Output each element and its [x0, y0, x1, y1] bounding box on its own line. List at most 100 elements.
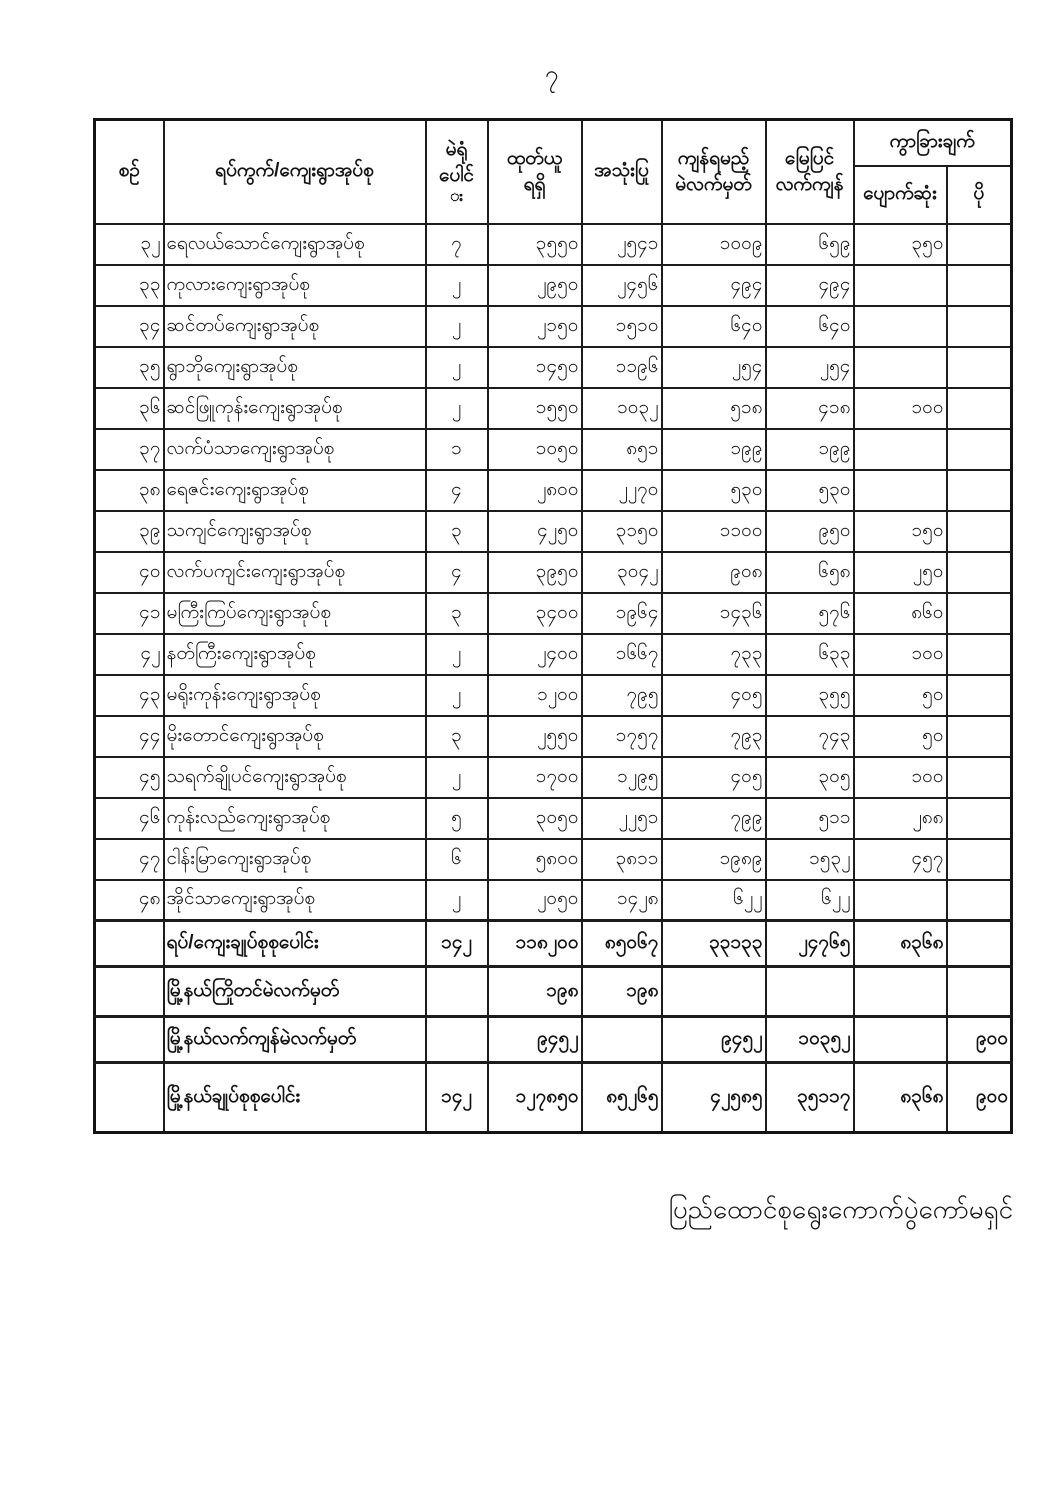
row-used: ၁၅၁၀ — [580, 304, 663, 348]
table-row: ၄၂ နတ်ကြီးကျေးရွာအုပ်စု၂၂၄၀၀ ၁၆၆၇ ၇၃၃ ၆၃၃ ၁၀၀ — [93, 632, 1013, 676]
row-missing — [852, 427, 948, 471]
row-remaining: ၉၀၈ — [660, 550, 767, 594]
row-extra — [945, 755, 1013, 799]
row-missing: ၁၀၀ — [852, 755, 948, 799]
row-ground: ၉၅၀ — [764, 509, 855, 553]
row-remaining: ၄၀၅ — [660, 673, 767, 717]
row-ground: ၅၁၁ — [764, 796, 855, 840]
row-missing: ၅၀ — [852, 673, 948, 717]
row-name: မရိုးကုန်းကျေးရွာအုပ်စု — [162, 673, 427, 717]
ballot-summary-table: စဉ် ရပ်ကွက်/ကျေးရွာအုပ်စု မဲရုံ ပေါင် ◌း… — [93, 118, 1014, 1134]
row-missing: ၂၈၈ — [852, 796, 948, 840]
row-missing — [852, 263, 948, 307]
table-row: ၃၉ သကျင်ကျေးရွာအုပ်စု၃၄၂၅၀ ၃၁၅၀ ၁၁၀၀ ၉၅၀ ၁၅၀ — [93, 509, 1013, 553]
row-remaining: ၂၅၄ — [660, 345, 767, 389]
row-extra — [945, 509, 1013, 553]
row-remaining: ၅၁၈ — [660, 386, 767, 430]
row-used: ၂၄၅၆ — [580, 263, 663, 307]
row-extra — [945, 837, 1013, 881]
row-extra — [945, 304, 1013, 348]
summary-missing: ၈၃၆၈ — [852, 919, 948, 968]
table-row: ၃၇ လက်ပံသာကျေးရွာအုပ်စု၁၁၀၅၀ ၈၅၁ ၁၉၉ ၁၉၉ — [93, 427, 1013, 471]
row-used: ၁၄၂၈ — [580, 878, 663, 922]
summary-ground: ၁၀၃၅၂ — [764, 1015, 855, 1064]
row-missing: ၁၅၀ — [852, 509, 948, 553]
col-header-ward-village: ရပ်ကွက်/ကျေးရွာအုပ်စု — [162, 118, 427, 225]
row-remaining: ၇၉၉ — [660, 796, 767, 840]
row-issued: ၂၈၀၀ — [486, 468, 583, 512]
row-ground: ၆၂၂ — [764, 878, 855, 922]
row-no: ၃၅ — [93, 345, 165, 389]
table-row: ၄၇ ငါန်းမြာကျေးရွာအုပ်စု၆၅၈၀၀ ၃၈၁၁ ၁၉၈၉ ၁၅၃၂… — [93, 837, 1013, 881]
row-stations: ၂ — [424, 755, 489, 799]
row-stations: ၂ — [424, 673, 489, 717]
row-missing — [852, 878, 948, 922]
row-extra — [945, 222, 1013, 266]
summary-stations — [424, 965, 489, 1018]
row-remaining: ၄၀၅ — [660, 755, 767, 799]
row-used: ၁၂၉၅ — [580, 755, 663, 799]
row-remaining: ၁၉၈၉ — [660, 837, 767, 881]
row-no: ၃၂ — [93, 222, 165, 266]
row-name: သရက်ချိုပင်ကျေးရွာအုပ်စု — [162, 755, 427, 799]
row-extra — [945, 714, 1013, 758]
row-no: ၄၃ — [93, 673, 165, 717]
row-name: သကျင်ကျေးရွာအုပ်စု — [162, 509, 427, 553]
row-name: မိုးတောင်ကျေးရွာအုပ်စု — [162, 714, 427, 758]
summary-extra — [945, 965, 1013, 1018]
row-no: ၄၈ — [93, 878, 165, 922]
row-issued: ၁၇၀၀ — [486, 755, 583, 799]
row-used: ၃၁၅၀ — [580, 509, 663, 553]
row-missing: ၁၀၀ — [852, 632, 948, 676]
row-no: ၄၄ — [93, 714, 165, 758]
summary-label: မြို့နယ်လက်ကျန်မဲလက်မှတ် — [162, 1015, 427, 1064]
col-header-missing: ပျောက်ဆုံး — [852, 164, 948, 225]
row-used: ၂၂၇၀ — [580, 468, 663, 512]
row-issued: ၂၄၀၀ — [486, 632, 583, 676]
row-no: ၃၆ — [93, 386, 165, 430]
row-used: ၁၆၆၇ — [580, 632, 663, 676]
summary-stations: ၁၄၂ — [424, 1061, 489, 1134]
row-name: ရေလယ်သောင်ကျေးရွာအုပ်စု — [162, 222, 427, 266]
table-body: ၃၂ ရေလယ်သောင်ကျေးရွာအုပ်စု၇၃၅၅၀ ၂၅၄၁ ၁၀၀၉ ၆၅… — [93, 222, 1013, 1134]
summary-row: မြို့နယ်လက်ကျန်မဲလက်မှတ် ၉၄၅၂ ၉၄၅၂ ၁၀၃၅၂ ၉၀၀ — [93, 1015, 1013, 1064]
row-used: ၂၅၄၁ — [580, 222, 663, 266]
row-name: လက်ပကျင်းကျေးရွာအုပ်စု — [162, 550, 427, 594]
row-used: ၃၈၁၁ — [580, 837, 663, 881]
row-extra — [945, 673, 1013, 717]
row-missing: ၈၆၀ — [852, 591, 948, 635]
summary-label: ရပ်/ကျေးချုပ်စုစုပေါင်း — [162, 919, 427, 968]
row-name: ကုလားကျေးရွာအုပ်စု — [162, 263, 427, 307]
row-extra — [945, 878, 1013, 922]
col-header-polling-stations: မဲရုံ ပေါင် ◌း — [424, 118, 489, 225]
row-issued: ၃၉၅၀ — [486, 550, 583, 594]
row-stations: ၃ — [424, 591, 489, 635]
row-missing: ၁၀၀ — [852, 386, 948, 430]
row-extra — [945, 386, 1013, 430]
row-issued: ၅၈၀၀ — [486, 837, 583, 881]
row-issued: ၃၄၀၀ — [486, 591, 583, 635]
summary-extra: ၉၀၀ — [945, 1015, 1013, 1064]
row-name: အိုင်သာကျေးရွာအုပ်စု — [162, 878, 427, 922]
row-remaining: ၁၀၀၉ — [660, 222, 767, 266]
summary-missing — [852, 1015, 948, 1064]
row-used: ၇၉၅ — [580, 673, 663, 717]
row-ground: ၄၉၄ — [764, 263, 855, 307]
row-stations: ၅ — [424, 796, 489, 840]
table-row: ၄၆ ကုန်းလည်ကျေးရွာအုပ်စု၅၃၀၅၀ ၂၂၅၁ ၇၉၉ ၅၁၁ ၂၈… — [93, 796, 1013, 840]
row-extra — [945, 263, 1013, 307]
col-header-ground-balance: မြေပြင် လက်ကျန် — [764, 118, 855, 225]
row-issued: ၃၀၅၀ — [486, 796, 583, 840]
row-name: ကုန်းလည်ကျေးရွာအုပ်စု — [162, 796, 427, 840]
summary-issued: ၉၄၅၂ — [486, 1015, 583, 1064]
row-missing: ၅၀ — [852, 714, 948, 758]
row-name: ဆင်ဖြူကုန်းကျေးရွာအုပ်စု — [162, 386, 427, 430]
row-no: ၃၉ — [93, 509, 165, 553]
row-issued: ၁၅၅၀ — [486, 386, 583, 430]
row-stations: ၇ — [424, 222, 489, 266]
row-used: ၃၀၄၂ — [580, 550, 663, 594]
summary-issued: ၁၂၇၈၅၀ — [486, 1061, 583, 1134]
row-name: ဆင်တပ်ကျေးရွာအုပ်စု — [162, 304, 427, 348]
row-missing — [852, 345, 948, 389]
